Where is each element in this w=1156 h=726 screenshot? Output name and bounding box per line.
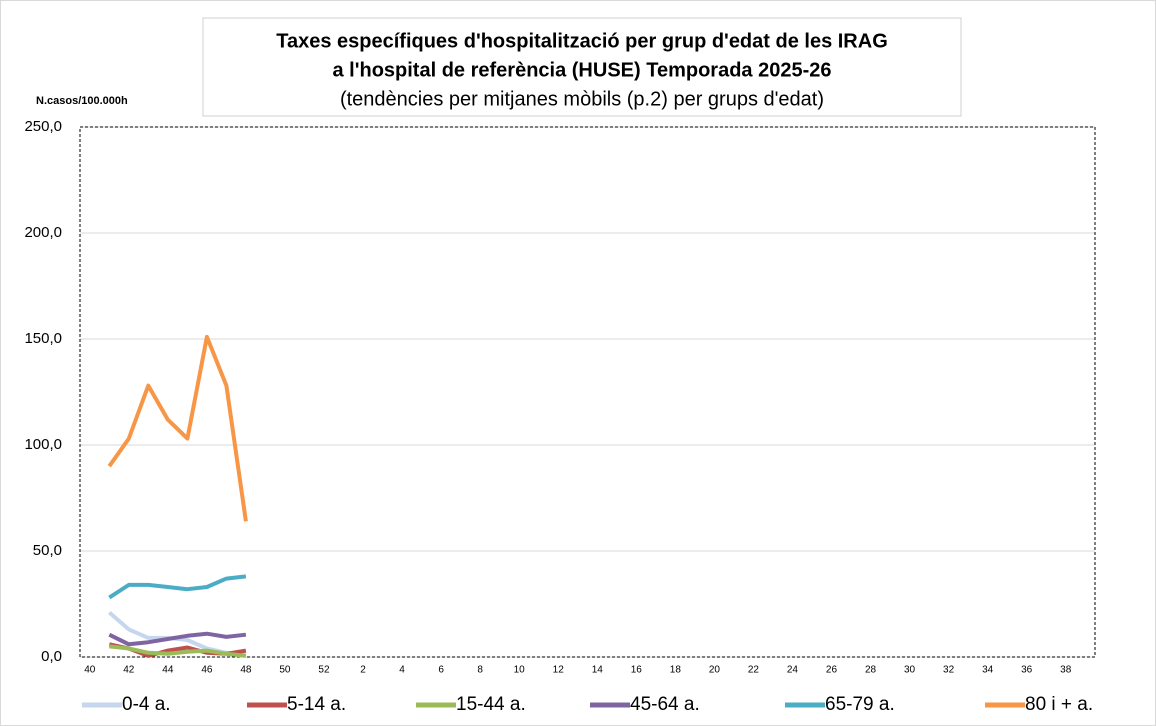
x-tick-label: 20 — [709, 665, 721, 676]
y-tick-label: 50,0 — [33, 542, 62, 559]
x-tick-label: 40 — [84, 665, 96, 676]
y-tick-label: 250,0 — [24, 118, 62, 135]
legend-label: 15-44 a. — [456, 694, 526, 715]
series-line — [109, 644, 247, 658]
chart-title: Taxes específiques d'hospitalització per… — [276, 30, 888, 52]
y-tick-label: 0,0 — [41, 648, 62, 665]
x-tick-label: 30 — [904, 665, 916, 676]
legend-label: 80 i + a. — [1025, 694, 1093, 715]
y-tick-label: 200,0 — [24, 224, 62, 241]
chart-subtitle: (tendències per mitjanes mòbils (p.2) pe… — [340, 88, 824, 110]
chart-title: a l'hospital de referència (HUSE) Tempor… — [332, 59, 831, 81]
legend-label: 0-4 a. — [122, 694, 171, 715]
x-tick-label: 8 — [477, 665, 483, 676]
x-tick-label: 38 — [1060, 665, 1072, 676]
x-tick-label: 12 — [553, 665, 565, 676]
y-axis-label: N.casos/100.000h — [36, 95, 128, 107]
x-tick-label: 48 — [240, 665, 252, 676]
series-line — [108, 574, 247, 600]
x-tick-label: 42 — [123, 665, 135, 676]
title-box — [202, 17, 962, 117]
y-tick-label: 150,0 — [24, 330, 62, 347]
x-tick-label: 46 — [201, 665, 213, 676]
x-tick-label: 4 — [399, 665, 405, 676]
x-tick-label: 26 — [826, 665, 838, 676]
legend-label: 5-14 a. — [287, 694, 346, 715]
x-tick-label: 28 — [865, 665, 877, 676]
x-tick-label: 18 — [670, 665, 682, 676]
x-tick-label: 32 — [943, 665, 955, 676]
x-tick-label: 14 — [592, 665, 604, 676]
x-tick-label: 34 — [982, 665, 994, 676]
x-tick-label: 36 — [1021, 665, 1033, 676]
y-tick-label: 100,0 — [24, 436, 62, 453]
x-tick-label: 44 — [162, 665, 174, 676]
series-line — [107, 334, 248, 522]
series-line — [108, 631, 247, 647]
plot-border — [79, 126, 1096, 658]
x-tick-label: 24 — [787, 665, 799, 676]
x-tick-label: 16 — [631, 665, 643, 676]
x-tick-label: 2 — [360, 665, 366, 676]
legend-label: 45-64 a. — [630, 694, 700, 715]
x-tick-label: 50 — [279, 665, 291, 676]
legend-label: 65-79 a. — [825, 694, 895, 715]
x-tick-label: 6 — [438, 665, 444, 676]
x-tick-label: 52 — [318, 665, 330, 676]
x-tick-label: 22 — [748, 665, 760, 676]
x-tick-label: 10 — [514, 665, 526, 676]
